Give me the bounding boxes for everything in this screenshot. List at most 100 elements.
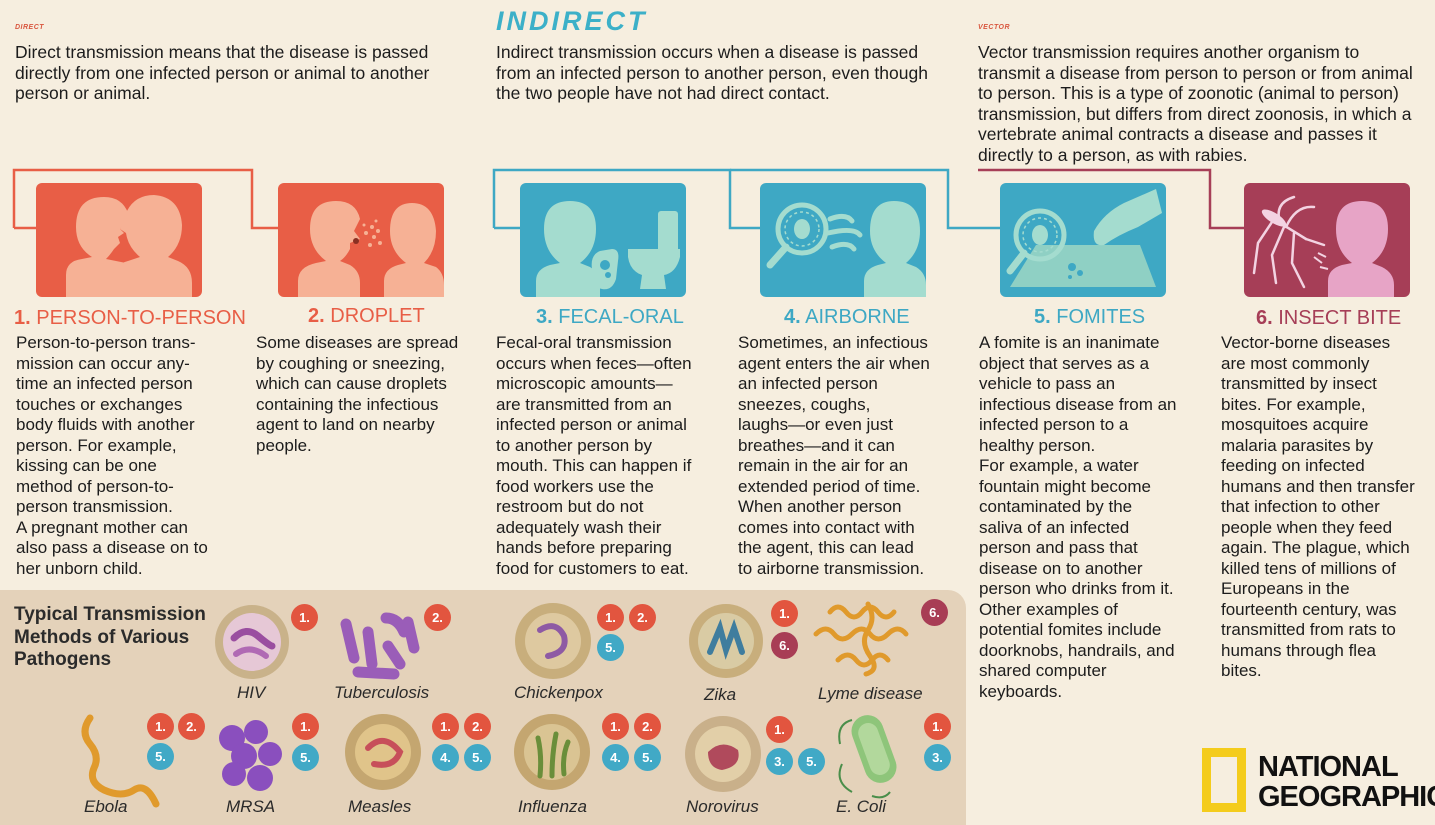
- description-line: body fluids with another: [16, 415, 195, 434]
- method-badge: 5.: [597, 634, 624, 661]
- description-line: A fomite is an inanimate: [979, 333, 1160, 352]
- pathogen-name-hiv: HIV: [237, 683, 266, 702]
- method-badge: 1.: [766, 716, 793, 743]
- description-line: comes into contact with: [738, 517, 915, 537]
- method-title-text: INSECT BITE: [1278, 307, 1402, 329]
- method-2-title: 2. DROPLET: [308, 304, 425, 328]
- caption-line: Pathogens: [14, 649, 112, 670]
- description-line: agent to land on nearby: [256, 415, 435, 434]
- description-line: object that serves as a: [979, 353, 1150, 373]
- description-line: keyboards.: [979, 681, 1063, 701]
- description-line: mission can occur any-: [16, 353, 190, 373]
- description-line: When another person: [738, 497, 902, 516]
- method-number: 2.: [308, 305, 325, 327]
- method-5-title: 5. FOMITES: [1034, 305, 1145, 329]
- description-line: Europeans in the: [1221, 579, 1350, 598]
- description-line: humans through flea: [1221, 640, 1376, 660]
- method-badge: 4.: [432, 744, 459, 771]
- method-badge: 4.: [602, 744, 629, 771]
- description-line: hands before preparing: [496, 538, 672, 557]
- brand-wordmark: NATIONAL GEOGRAPHIC: [1258, 752, 1435, 812]
- vector-intro-line: to person. This is a type of zoonotic (a…: [978, 83, 1399, 103]
- description-line: food workers use the: [496, 476, 654, 496]
- method-badge: 2.: [634, 713, 661, 740]
- description-line: infected person or animal: [496, 415, 687, 434]
- method-number: 5.: [1034, 306, 1051, 328]
- measles-virus-icon: [345, 714, 421, 790]
- method-badge: 5.: [464, 744, 491, 771]
- pathogen-name-influenza: Influenza: [518, 797, 587, 816]
- method-badge: 6.: [921, 599, 948, 626]
- pathogen-name-chickenpox: Chickenpox: [514, 683, 603, 702]
- description-line: are most commonly: [1221, 353, 1370, 373]
- description-line: person and pass that: [979, 538, 1138, 557]
- vector-intro-line: transmission, but differs from direct zo…: [978, 103, 1412, 124]
- description-line: person. For example,: [16, 435, 177, 455]
- method-badge: 5.: [634, 744, 661, 771]
- description-line: containing the infectious: [256, 394, 439, 414]
- description-line: transmitted by insect: [1221, 374, 1377, 393]
- lyme-bacteria-icon: [813, 601, 909, 677]
- description-line: breathes—and it can: [738, 435, 895, 455]
- description-line: that infection to other: [1221, 497, 1380, 516]
- description-line: person who drinks from it.: [979, 579, 1174, 598]
- vector-intro-line: Vector transmission requires another org…: [978, 42, 1360, 62]
- method-4-title: 4. AIRBORNE: [784, 305, 910, 329]
- description-line: also pass a disease on to: [16, 538, 208, 557]
- description-line: by coughing or sneezing,: [256, 353, 446, 373]
- description-line: potential fomites include: [979, 620, 1162, 639]
- indirect-intro-line: Indirect transmission occurs when a dise…: [496, 42, 919, 62]
- kissing-people-icon: [66, 195, 192, 297]
- description-line: mouth. This can happen if: [496, 456, 692, 475]
- description-line: Fecal-oral transmission: [496, 333, 672, 352]
- method-4-description: Sometimes, an infectious agent enters th…: [738, 333, 973, 579]
- description-line: again. The plague, which: [1221, 538, 1410, 557]
- pathogen-name-zika: Zika: [704, 685, 737, 704]
- description-line: bites. For example,: [1221, 394, 1366, 414]
- mrsa-bacteria-icon: [219, 720, 282, 791]
- vector-intro-line: transmit a disease from person to person…: [978, 62, 1413, 83]
- pathogen-panel-caption: Typical Transmission Methods of Various …: [14, 604, 206, 672]
- method-badge: 1.: [924, 713, 951, 740]
- description-line: which can cause droplets: [256, 374, 447, 393]
- droplet-card: [278, 183, 444, 297]
- influenza-virus-icon: [514, 714, 590, 790]
- description-line: sneezes, coughs,: [738, 394, 871, 414]
- method-title-text: DROPLET: [330, 305, 425, 327]
- method-5-description: A fomite is an inanimate object that ser…: [979, 333, 1214, 702]
- person-to-person-card: [36, 183, 202, 297]
- description-line: method of person-to-: [16, 476, 174, 496]
- description-line: humans and then transfer: [1221, 476, 1415, 496]
- description-line: touches or exchanges: [16, 394, 183, 414]
- description-line: vehicle to pass an: [979, 374, 1116, 393]
- method-3-description: Fecal-oral transmission occurs when fece…: [496, 333, 731, 579]
- description-line: Other examples of: [979, 599, 1118, 619]
- description-line: adequately wash their: [496, 517, 662, 537]
- description-line: Vector-borne diseases: [1221, 333, 1391, 352]
- zika-virus-icon: [689, 604, 763, 678]
- droplets-icon: [362, 219, 382, 247]
- description-line: people when they feed: [1221, 517, 1393, 537]
- description-line: remain in the air for an: [738, 456, 909, 475]
- direct-heading: DIRECT: [15, 24, 45, 31]
- airborne-card: [760, 183, 926, 297]
- description-line: fourteenth century, was: [1221, 599, 1397, 619]
- description-line: occurs when feces—often: [496, 353, 692, 373]
- method-badge: 5.: [798, 748, 825, 775]
- pathogen-name-lyme-disease: Lyme disease: [818, 684, 923, 703]
- method-title-text: PERSON-TO-PERSON: [36, 307, 246, 329]
- description-line: transmitted from rats to: [1221, 620, 1396, 639]
- airborne-germ-icon: [766, 201, 926, 297]
- pathogen-name-ebola: Ebola: [84, 797, 128, 816]
- insect-bite-card: [1244, 183, 1410, 297]
- pathogen-name-tuberculosis: Tuberculosis: [334, 683, 430, 702]
- description-line: saliva of an infected: [979, 517, 1130, 537]
- description-line: fountain might become: [979, 476, 1151, 496]
- contaminated-surface-icon: [1006, 189, 1162, 287]
- description-line: mosquitoes acquire: [1221, 415, 1369, 434]
- method-title-text: FECAL-ORAL: [558, 306, 684, 328]
- description-line: shared computer: [979, 661, 1107, 680]
- fomites-card: [1000, 183, 1166, 297]
- caption-line: Typical Transmission: [14, 604, 206, 625]
- direct-intro-line: directly from one infected person or ani…: [15, 62, 430, 83]
